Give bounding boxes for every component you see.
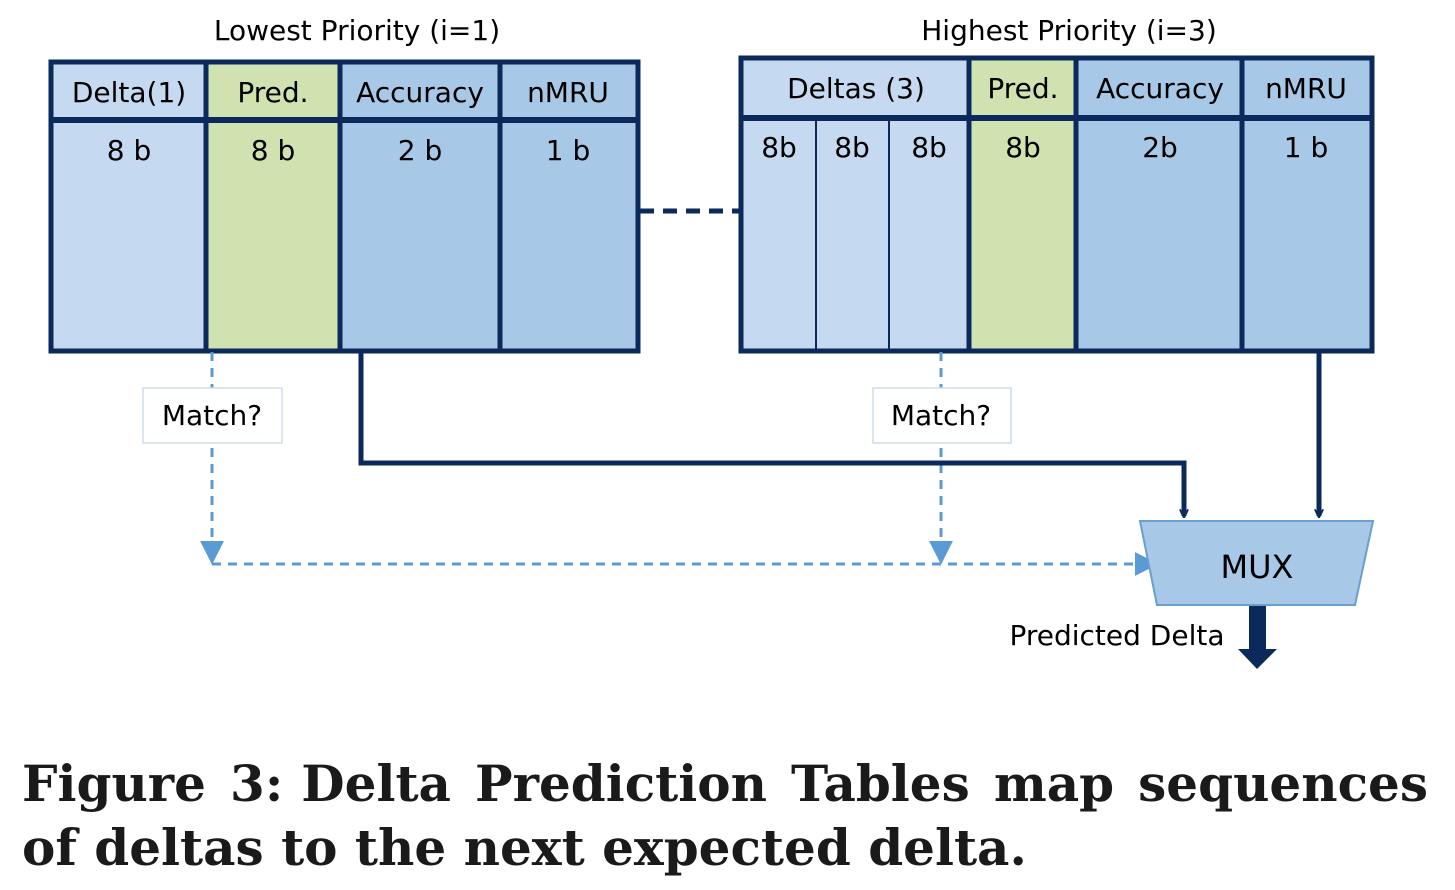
figure-caption-text: Delta Prediction Tables map sequences of… [22,754,1428,877]
high-pred-column [969,60,1076,349]
high-width-nmru: 1 b [1284,131,1329,164]
low-pred-column [206,64,340,349]
low-width-delta: 8 b [107,134,152,167]
low-header-nmru: nMRU [527,76,609,109]
low-match-box: Match? [142,387,283,444]
low-header-pred: Pred. [237,76,308,109]
high-table-title: Highest Priority (i=3) [921,14,1217,47]
low-header-delta: Delta(1) [72,76,186,109]
figure-caption: Figure 3: Delta Prediction Tables map seq… [22,752,1428,880]
high-width-pred: 8b [1005,131,1041,164]
low-match-label: Match? [162,399,262,432]
delta-prediction-diagram: Lowest Priority (i=1) Highest Priority (… [48,14,1375,669]
low-accuracy-column [340,64,500,349]
high-accuracy-column [1076,60,1242,349]
high-header-accuracy: Accuracy [1096,72,1224,105]
high-width-delta-1: 8b [761,131,797,164]
high-header-nmru: nMRU [1265,72,1347,105]
low-width-nmru: 1 b [546,134,591,167]
match-paths [200,352,1159,576]
high-width-delta-2: 8b [834,131,870,164]
low-header-accuracy: Accuracy [356,76,484,109]
mux-block: MUX [1138,520,1375,606]
low-nmru-column [500,64,636,349]
low-table-title: Lowest Priority (i=1) [214,14,500,47]
high-priority-table: Deltas (3) Pred. Accuracy nMRU 8b 8b 8b … [738,55,1375,354]
low-width-pred: 8 b [251,134,296,167]
predicted-delta-arrow [1238,606,1277,669]
low-width-accuracy: 2 b [398,134,443,167]
high-header-deltas: Deltas (3) [787,72,925,105]
mux-label: MUX [1221,548,1294,586]
high-width-delta-3: 8b [911,131,947,164]
high-match-label: Match? [891,399,991,432]
figure-number: Figure 3: [22,754,284,813]
high-nmru-column [1242,60,1370,349]
high-deltas-column [743,60,969,349]
predicted-delta-label: Predicted Delta [1009,619,1224,652]
low-priority-table: Delta(1) Pred. Accuracy nMRU 8 b 8 b 2 b… [48,59,641,354]
high-match-box: Match? [872,387,1012,444]
accuracy-to-mux-path [358,351,1184,516]
low-delta-column [53,64,206,349]
high-header-pred: Pred. [987,72,1058,105]
high-width-accuracy: 2b [1142,131,1178,164]
